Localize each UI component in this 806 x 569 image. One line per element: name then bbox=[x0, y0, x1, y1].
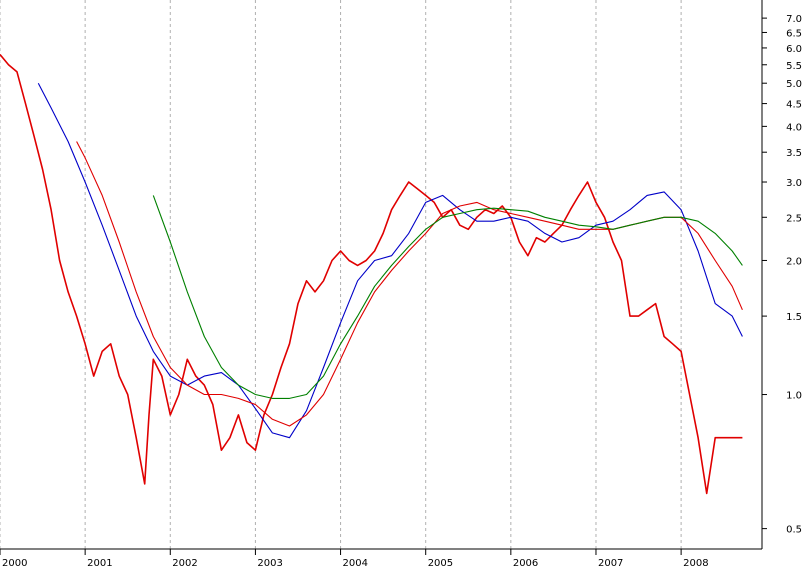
y-tick-label: 1.5 bbox=[786, 312, 802, 323]
y-tick-label: 3.0 bbox=[786, 178, 802, 189]
x-tick-label: 2008 bbox=[683, 558, 708, 569]
y-tick-label: 1.0 bbox=[786, 391, 802, 402]
y-tick-label: 2.0 bbox=[786, 256, 802, 267]
y-tick-label: 4.0 bbox=[786, 122, 802, 133]
x-tick-label: 2007 bbox=[598, 558, 623, 569]
y-tick-label: 4.5 bbox=[786, 100, 802, 111]
y-axis-ticks: 7.0 6.5 6.0 5.5 5.0 4.5 4.0 3.5 3.0 2.5 2.0 1.5 1.0 0… bbox=[762, 14, 802, 536]
series-line-3 bbox=[152, 195, 743, 399]
y-tick-label: 6.0 bbox=[786, 44, 802, 55]
x-tick-label: 2003 bbox=[257, 558, 282, 569]
x-axis-ticks: 2000 2001 2002 2003 2004 2005 2006 2007 2008 bbox=[0, 549, 709, 569]
x-tick-label: 2006 bbox=[513, 558, 538, 569]
y-tick-label: 0.5 bbox=[786, 525, 802, 536]
x-tick-label: 2001 bbox=[87, 558, 112, 569]
series-line-0 bbox=[0, 53, 743, 495]
grid-lines bbox=[0, 0, 682, 549]
x-tick-label: 2004 bbox=[343, 558, 368, 569]
x-tick-label: 2005 bbox=[428, 558, 453, 569]
x-tick-label: 2002 bbox=[172, 558, 197, 569]
x-tick-label: 2000 bbox=[2, 558, 27, 569]
series-line-1 bbox=[37, 82, 743, 439]
y-tick-label: 5.5 bbox=[786, 61, 802, 72]
y-tick-label: 2.5 bbox=[786, 213, 802, 224]
series-group bbox=[0, 53, 743, 495]
y-tick-label: 6.5 bbox=[786, 28, 802, 39]
y-tick-label: 3.5 bbox=[786, 148, 802, 159]
y-tick-label: 7.0 bbox=[786, 14, 802, 25]
y-tick-label: 5.0 bbox=[786, 79, 802, 90]
